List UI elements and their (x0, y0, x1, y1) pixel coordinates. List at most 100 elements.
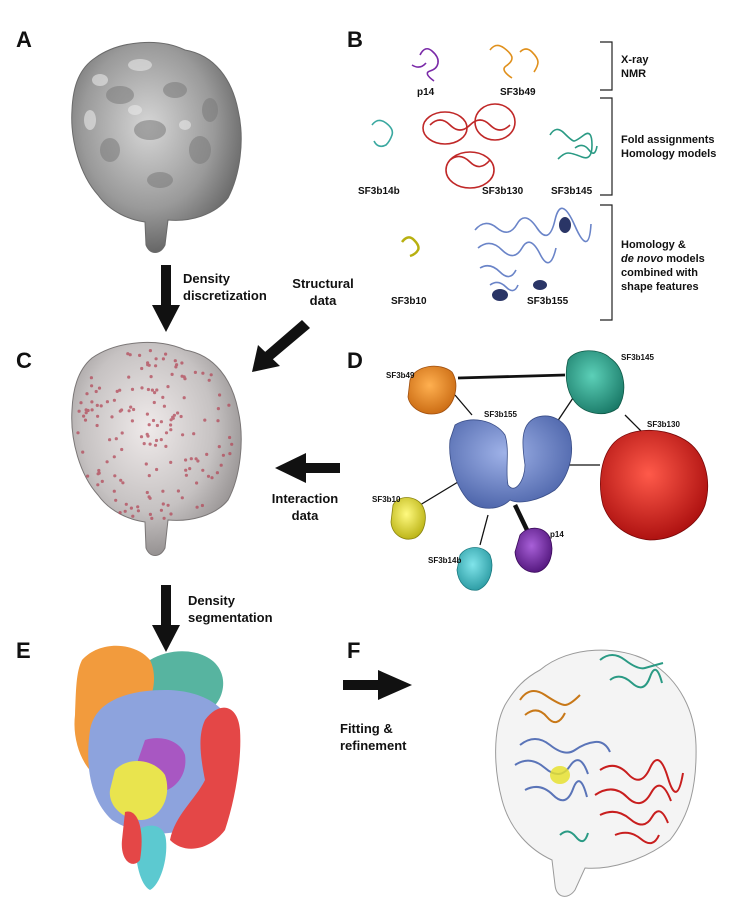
panel-b-structures (371, 41, 613, 321)
particle-dot (179, 414, 183, 419)
particle-dot (155, 467, 159, 472)
particle-dot (145, 412, 149, 416)
particle-dot (136, 509, 140, 513)
particle-dot (113, 474, 117, 478)
particle-dot (118, 388, 122, 392)
particle-dot (128, 353, 132, 357)
bracket-line: de novo models (621, 252, 705, 266)
particle-dot (127, 409, 131, 413)
particle-dot (153, 443, 158, 447)
particle-dot (161, 395, 165, 399)
panel-label-e: E (16, 638, 31, 663)
node-p14 (514, 527, 553, 573)
arrow-label-line: Density (183, 271, 230, 286)
particle-dot (174, 365, 178, 369)
arrow-label-line: segmentation (188, 610, 273, 625)
particle-dot (83, 418, 88, 422)
particle-dot (151, 418, 156, 423)
particle-dot (146, 363, 150, 367)
bracket-italic: de novo (621, 253, 664, 265)
particle-dot (84, 411, 88, 415)
particle-dot (86, 474, 90, 478)
particle-dot (218, 393, 222, 397)
particle-dot (120, 447, 124, 452)
particle-dot (145, 432, 149, 436)
particle-dot (189, 457, 193, 461)
particle-dot (176, 411, 180, 415)
particle-dot (123, 509, 127, 513)
b-label-sf3b49: SF3b49 (500, 87, 536, 98)
particle-dot (99, 404, 103, 408)
bracket-line: Homology & (621, 239, 686, 251)
bracket-line: NMR (621, 68, 647, 80)
d-label-sf3b145: SF3b145 (621, 353, 654, 362)
particle-dot (164, 444, 168, 448)
particle-dot (166, 385, 170, 389)
particle-dot (112, 398, 116, 402)
particle-dot (146, 387, 150, 392)
particle-dot (150, 516, 154, 521)
particle-dot (219, 463, 223, 467)
particle-dot (169, 512, 173, 516)
particle-dot (148, 442, 152, 446)
b-label-sf3b130: SF3b130 (482, 186, 524, 197)
particle-dot (200, 503, 204, 508)
particle-dot (195, 505, 199, 509)
particle-dot (182, 396, 186, 400)
particle-dot (172, 413, 176, 417)
b-label-sf3b155: SF3b155 (527, 296, 569, 307)
sf3b10-ribbon (401, 236, 420, 258)
particle-dot (203, 418, 207, 422)
particle-dot (145, 490, 149, 495)
particle-dot (149, 375, 153, 379)
particle-dot (96, 483, 100, 487)
particle-dot (154, 357, 158, 361)
arrow-label-fitting-refinement: Fitting & refinement (340, 720, 406, 754)
d-label-sf3b49: SF3b49 (386, 371, 415, 380)
b-label-sf3b14b: SF3b14b (358, 186, 400, 197)
particle-dot (112, 455, 116, 459)
particle-dot (152, 400, 156, 405)
particle-dot (193, 370, 197, 374)
particle-dot (164, 352, 168, 356)
particle-dot (127, 375, 131, 379)
particle-dot (194, 457, 198, 461)
panel-label-f: F (347, 638, 361, 663)
bracket-line: shape features (621, 281, 699, 293)
particle-dot (79, 401, 83, 405)
particle-dot (180, 361, 184, 365)
particle-dot (228, 452, 232, 456)
particle-dot (148, 349, 152, 353)
particle-dot (207, 378, 211, 382)
b-bracket-xray: X-ray NMR (621, 53, 649, 81)
particle-dot (100, 479, 104, 483)
particle-dot (84, 408, 88, 412)
particle-dot (169, 423, 173, 427)
particle-dot (227, 403, 231, 407)
bracket-line: Homology models (621, 148, 717, 160)
node-sf3b155 (449, 415, 572, 509)
particle-dot (153, 391, 157, 395)
d-label-sf3b14b: SF3b14b (428, 556, 462, 565)
arrow-label-line: discretization (183, 288, 267, 303)
particle-dot (129, 405, 133, 409)
particle-dot (176, 489, 180, 493)
b-bracket-fold: Fold assignments Homology models (621, 133, 716, 161)
particle-dot (192, 432, 196, 436)
particle-dot (77, 409, 81, 413)
b-bracket-homology: Homology & de novo models combined with … (621, 238, 705, 294)
particle-dot (169, 460, 173, 464)
particle-dot (161, 357, 165, 361)
particle-dot (81, 450, 85, 454)
particle-dot (108, 438, 112, 442)
d-label-sf3b10: SF3b10 (372, 495, 401, 504)
particle-dot (195, 481, 199, 485)
particle-dot (97, 471, 101, 475)
particle-dot (205, 452, 209, 456)
arrow-label-line: refinement (340, 738, 407, 753)
sf3b130-ribbon (422, 103, 516, 189)
arrow-label-density-segmentation: Density segmentation (188, 592, 273, 626)
particle-dot (120, 431, 124, 435)
node-sf3b49 (407, 365, 457, 415)
particle-dot (136, 505, 140, 509)
